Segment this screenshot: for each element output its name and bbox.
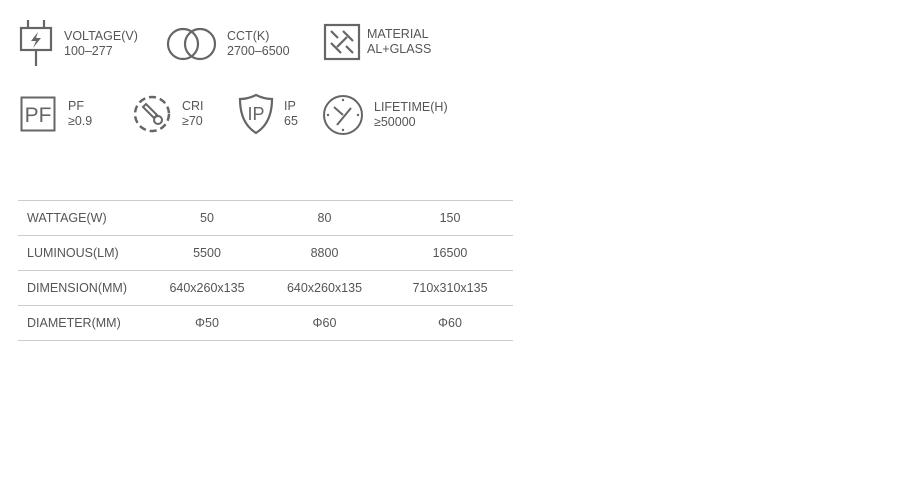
spec-label: CRI bbox=[182, 99, 204, 113]
table-cell: Φ50 bbox=[152, 305, 262, 341]
spec-label: VOLTAGE(V) bbox=[64, 29, 138, 43]
spec-cri: CRI ≥70 bbox=[132, 94, 204, 134]
thermometer-icon bbox=[133, 95, 171, 133]
pf-icon: PF bbox=[20, 96, 56, 132]
spec-cct: CCT(K) 2700–6500 bbox=[165, 26, 290, 62]
table-cell: 640x260x135 bbox=[262, 270, 387, 306]
clock-icon bbox=[323, 95, 363, 135]
table-row: WATTAGE(W) 50 80 150 bbox=[18, 200, 513, 236]
table-cell: 50 bbox=[152, 200, 262, 236]
spec-value: ≥0.9 bbox=[68, 114, 93, 128]
spec-value: 65 bbox=[284, 114, 298, 128]
svg-text:IP: IP bbox=[247, 104, 264, 124]
spec-label: LIFETIME(H) bbox=[374, 100, 448, 114]
ip-shield-icon: IP bbox=[238, 93, 274, 135]
table-cell: 8800 bbox=[262, 235, 387, 271]
row-label: DIMENSION(MM) bbox=[18, 270, 152, 306]
power-plug-icon bbox=[19, 20, 53, 66]
table-cell: 710x310x135 bbox=[387, 270, 513, 306]
material-icon bbox=[323, 23, 361, 61]
table-row: LUMINOUS(LM) 5500 8800 16500 bbox=[18, 235, 513, 271]
spec-label: IP bbox=[284, 99, 296, 113]
spec-table: WATTAGE(W) 50 80 150 LUMINOUS(LM) 5500 8800 165… bbox=[18, 200, 513, 341]
spec-lifetime: LIFETIME(H) ≥50000 bbox=[322, 94, 448, 136]
spec-voltage: VOLTAGE(V) 100–277 bbox=[18, 20, 138, 68]
table-cell: 80 bbox=[262, 200, 387, 236]
spec-ip: IP IP 65 bbox=[238, 93, 298, 135]
table-cell: 150 bbox=[387, 200, 513, 236]
table-cell: 16500 bbox=[387, 235, 513, 271]
spec-pf: PF PF ≥0.9 bbox=[20, 96, 92, 132]
spec-material: MATERIAL AL+GLASS bbox=[323, 23, 431, 61]
row-label: WATTAGE(W) bbox=[18, 200, 152, 236]
spec-value: ≥50000 bbox=[374, 115, 416, 129]
spec-value: ≥70 bbox=[182, 114, 203, 128]
table-cell: Φ60 bbox=[262, 305, 387, 341]
svg-text:PF: PF bbox=[25, 104, 52, 127]
spec-value: 2700–6500 bbox=[227, 44, 290, 58]
table-cell: 5500 bbox=[152, 235, 262, 271]
spec-value: AL+GLASS bbox=[367, 42, 432, 56]
table-row: DIAMETER(MM) Φ50 Φ60 Φ60 bbox=[18, 305, 513, 341]
table-cell: Φ60 bbox=[387, 305, 513, 341]
table-row: DIMENSION(MM) 640x260x135 640x260x135 710x3… bbox=[18, 270, 513, 306]
overlapping-circles-icon bbox=[166, 27, 217, 61]
spec-label: CCT(K) bbox=[227, 29, 270, 43]
spec-label: PF bbox=[68, 99, 84, 113]
row-label: LUMINOUS(LM) bbox=[18, 235, 152, 271]
spec-value: 100–277 bbox=[64, 44, 113, 58]
table-cell: 640x260x135 bbox=[152, 270, 262, 306]
spec-label: MATERIAL bbox=[367, 27, 429, 41]
row-label: DIAMETER(MM) bbox=[18, 305, 152, 341]
